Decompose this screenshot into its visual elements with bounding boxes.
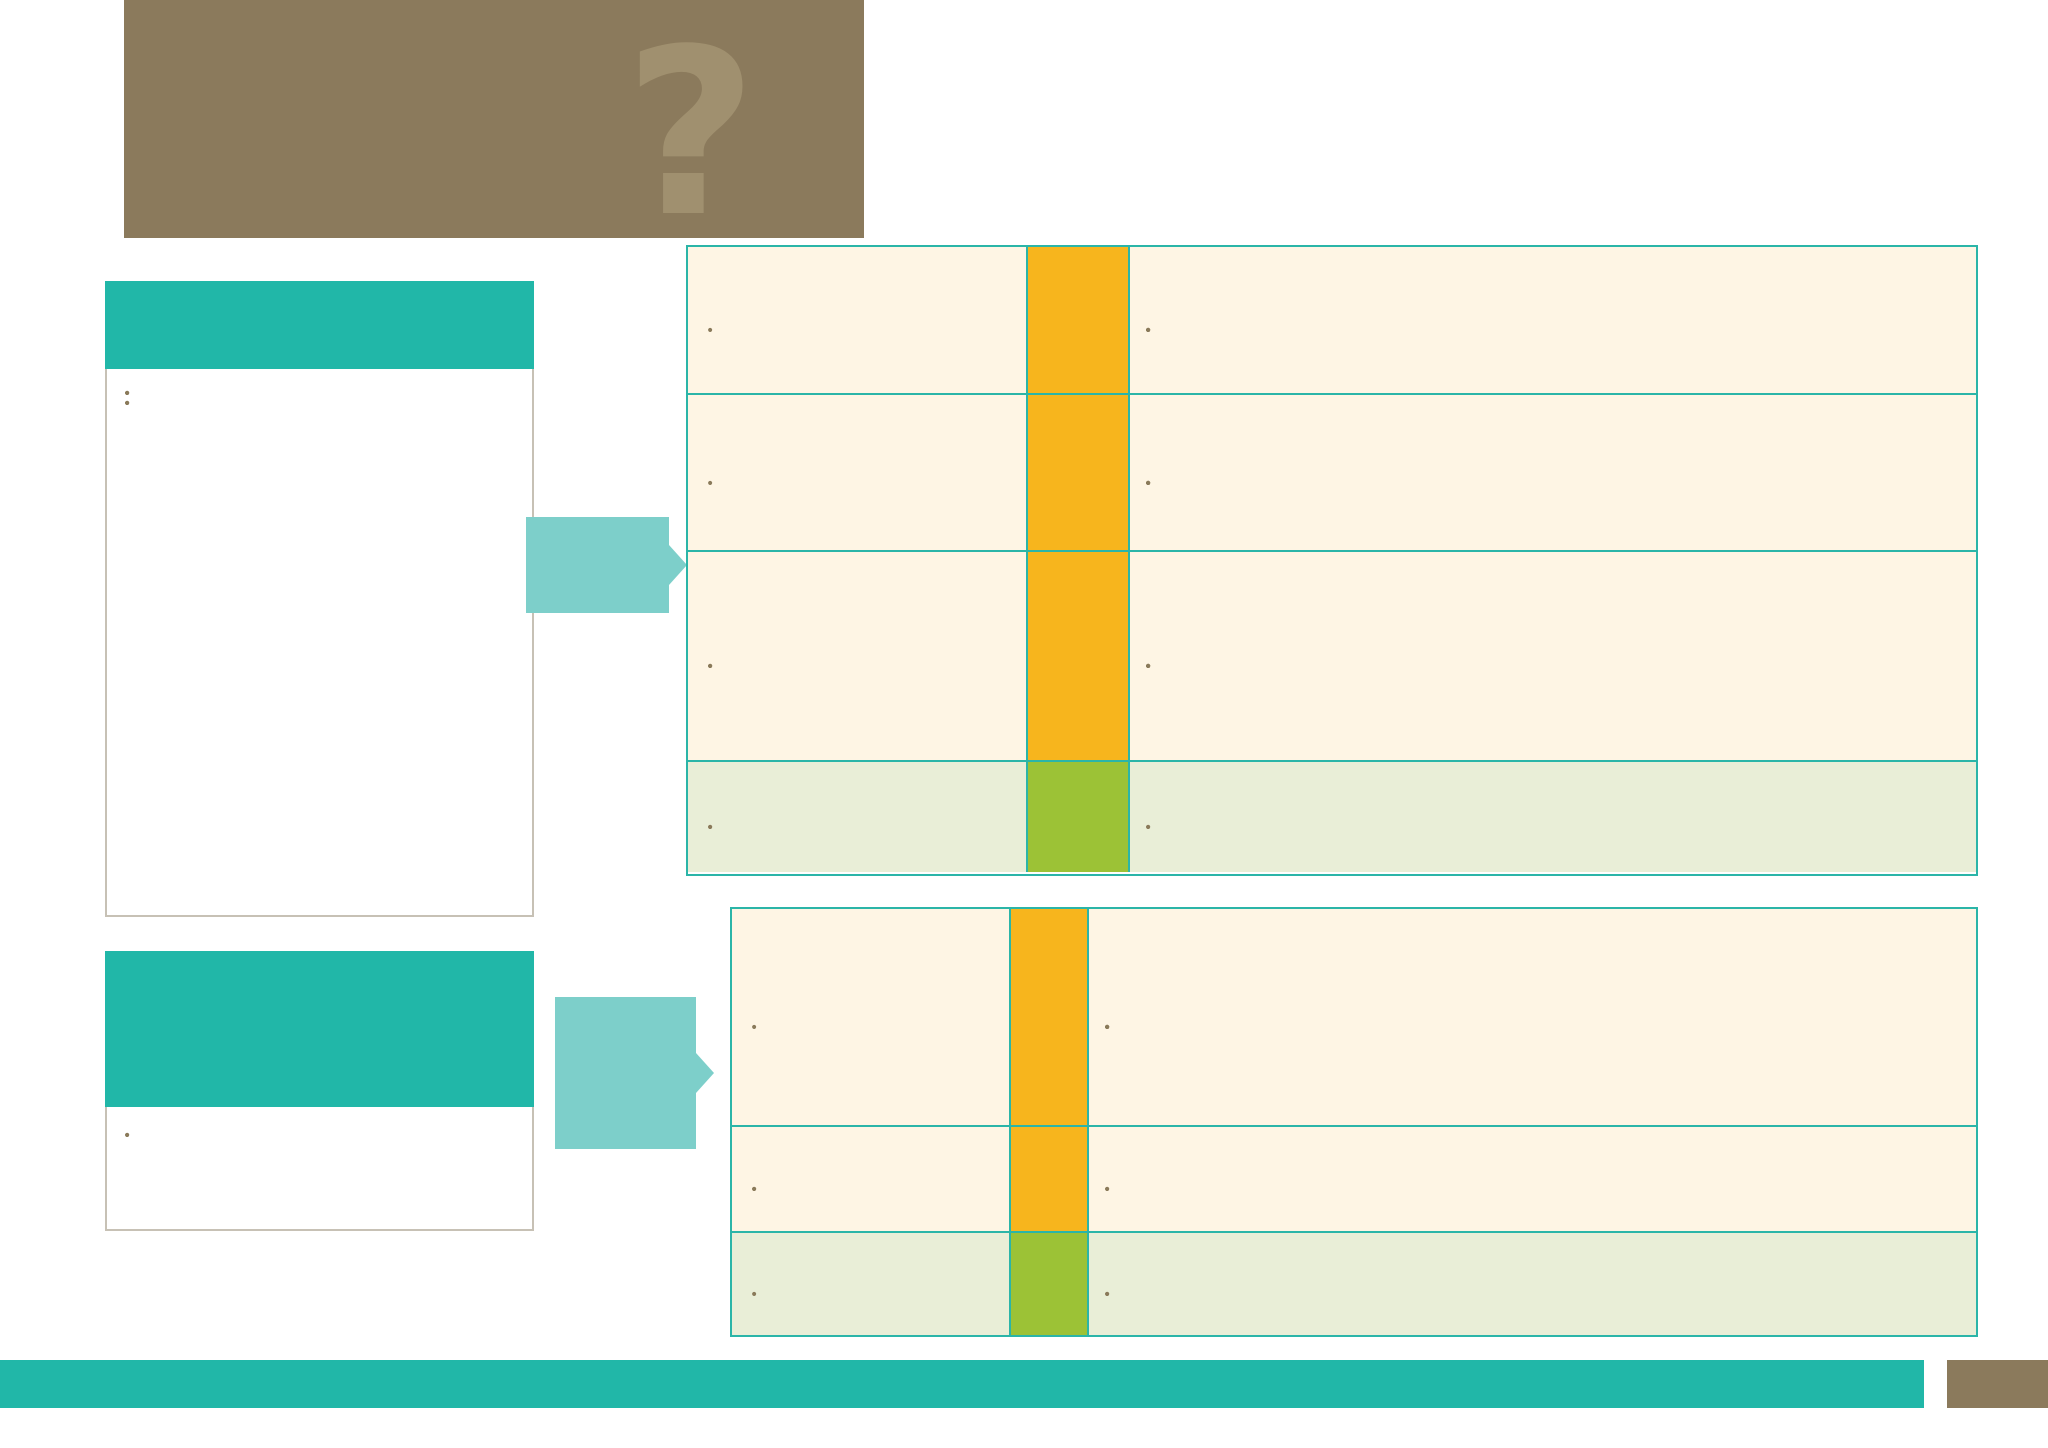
- signs-cell: [688, 395, 1028, 550]
- treatment-cell: [1130, 395, 1976, 550]
- infant-test-classification-table: [686, 245, 1978, 876]
- treatment-cell: [1130, 552, 1976, 760]
- signs-cell: [732, 909, 1011, 1125]
- question-mark-icon: ?: [624, 1, 758, 239]
- table-row: [732, 1233, 1976, 1335]
- signs-cell: [688, 762, 1028, 872]
- classification-cell: [1011, 1127, 1089, 1231]
- treatment-cell: [1089, 1127, 1976, 1231]
- signs-cell: [732, 1233, 1011, 1335]
- mother-status-classification-table: [730, 907, 1978, 1337]
- signs-cell: [688, 247, 1028, 393]
- table-row: [688, 762, 1976, 872]
- table-row: [688, 552, 1976, 762]
- treatment-cell: [1130, 762, 1976, 872]
- treatment-cell: [1130, 247, 1976, 393]
- footer-bar: [0, 1360, 1924, 1408]
- signs-cell: [688, 552, 1028, 760]
- classification-cell: [1028, 762, 1130, 872]
- classification-cell: [1028, 247, 1130, 393]
- yes-box-heading: [105, 281, 534, 369]
- table-row: [732, 909, 1976, 1127]
- classify-mother-status-tag: [555, 997, 714, 1149]
- page-number: [1947, 1360, 2048, 1408]
- classification-cell: [1028, 395, 1130, 550]
- treatment-cell: [1089, 909, 1976, 1125]
- table-row: [688, 395, 1976, 552]
- classify-hiv-status-tag: [526, 517, 687, 613]
- classification-cell: [1011, 1233, 1089, 1335]
- treatment-cell: [1089, 1233, 1976, 1335]
- no-result-box-body: [105, 1107, 534, 1231]
- yes-box-body: [105, 369, 534, 917]
- no-result-box-heading: [105, 951, 534, 1107]
- table-row: [688, 247, 1976, 395]
- signs-cell: [732, 1127, 1011, 1231]
- classification-cell: [1011, 909, 1089, 1125]
- classification-cell: [1028, 552, 1130, 760]
- table-row: [732, 1127, 1976, 1233]
- header-banner: ?: [124, 0, 864, 238]
